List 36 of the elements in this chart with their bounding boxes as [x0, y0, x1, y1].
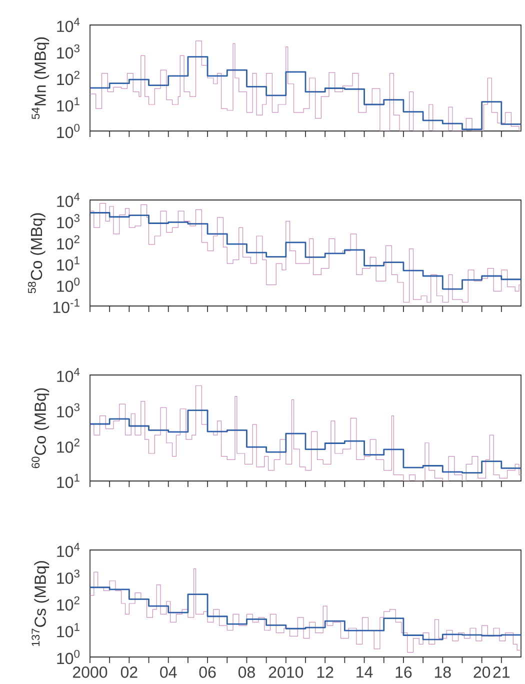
y-tick-label: 10$^{1}$ [57, 256, 80, 271]
y-tick-label: 10$^{2}$ [57, 596, 80, 611]
y-tick-label: 10$^{1}$ [57, 474, 80, 488]
y-tick-label: 10$^{2}$ [57, 70, 80, 86]
x-tick-label: 2000 [73, 666, 108, 678]
y-tick-label: 10$^{4}$ [57, 542, 80, 558]
x-tick-label: 04 [160, 666, 177, 678]
y-axis-title: $^{137}$Cs (MBq) [32, 561, 50, 646]
y-axis-title: $^{58}$Co (MBq) [28, 213, 46, 294]
x-tick-label: 08 [238, 666, 255, 678]
y-tick-label: 10$^{1}$ [57, 97, 80, 112]
x-tick-label: 16 [396, 666, 412, 678]
x-tick-label: 12 [317, 666, 334, 678]
x-tick-label: 20 [474, 666, 490, 678]
y-tick-label: 10$^{3}$ [57, 570, 80, 584]
y-tick-label: 10$^{0}$ [57, 278, 80, 292]
y-axis-title: $^{54}$Mn (MBq) [32, 37, 50, 120]
x-tick-label: 2010 [268, 666, 304, 678]
x-tick-label: 18 [434, 666, 451, 678]
y-tick-label: 10$^{3}$ [57, 403, 80, 418]
y-tick-label: 10$^{2}$ [57, 235, 80, 250]
y-tick-label: 10$^{4}$ [57, 18, 80, 32]
y-tick-label: 10$^{3}$ [57, 214, 80, 228]
y-tick-label: 10$^{2}$ [57, 438, 80, 453]
x-tick-label: 21 [493, 666, 510, 678]
y-tick-label: 10$^{4}$ [57, 368, 80, 382]
y-axis-title: $^{60}$Co (MBq) [32, 388, 50, 468]
y-tick-label: 10$^{4}$ [57, 192, 80, 208]
y-tick-label: 10$^{-1}$ [53, 298, 80, 314]
y-tick-label: 10$^{1}$ [57, 623, 80, 638]
x-tick-label: 06 [199, 666, 216, 678]
y-tick-label: 10$^{3}$ [57, 44, 80, 59]
y-tick-label: 10$^{0}$ [57, 650, 80, 664]
x-tick-label: 02 [120, 666, 138, 678]
x-tick-label: 14 [356, 666, 373, 678]
y-tick-label: 10$^{0}$ [57, 124, 80, 138]
